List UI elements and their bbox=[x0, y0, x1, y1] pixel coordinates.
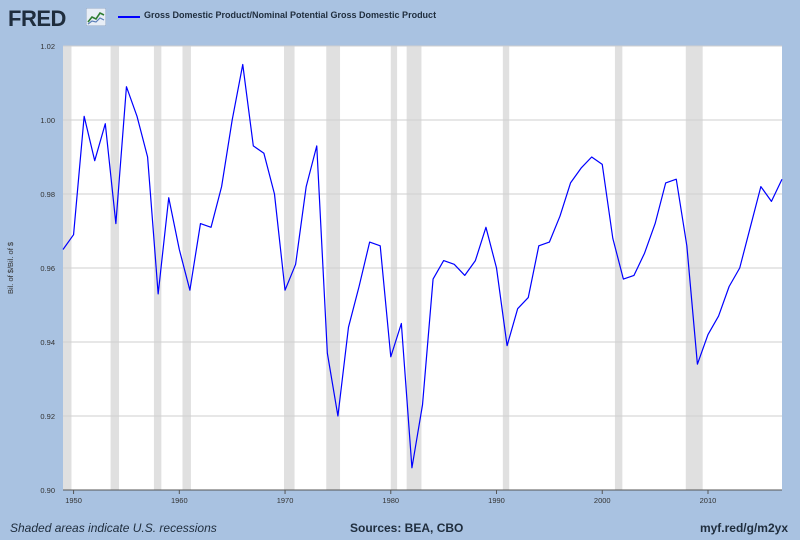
x-tick-label: 1980 bbox=[382, 496, 399, 505]
data-point[interactable] bbox=[125, 85, 128, 88]
data-point[interactable] bbox=[728, 285, 731, 288]
data-point[interactable] bbox=[104, 122, 107, 125]
data-point[interactable] bbox=[442, 259, 445, 262]
data-point[interactable] bbox=[643, 252, 646, 255]
data-point[interactable] bbox=[262, 152, 265, 155]
y-tick-label: 0.98 bbox=[40, 190, 55, 199]
data-point[interactable] bbox=[685, 244, 688, 247]
data-point[interactable] bbox=[474, 259, 477, 262]
data-point[interactable] bbox=[188, 289, 191, 292]
legend-swatch bbox=[118, 16, 140, 18]
data-point[interactable] bbox=[696, 363, 699, 366]
data-point[interactable] bbox=[199, 222, 202, 225]
data-point[interactable] bbox=[326, 352, 329, 355]
fred-logo[interactable]: FRED bbox=[8, 6, 66, 31]
data-point[interactable] bbox=[484, 226, 487, 229]
chart-header: FRED Gross Domestic Product/Nominal Pote… bbox=[0, 0, 800, 36]
x-tick-label: 1970 bbox=[277, 496, 294, 505]
chart-area: 0.90 0.92 0.94 0.96 0.98 1.00 1.02 1950 1960 1970… bbox=[0, 36, 800, 516]
data-point[interactable] bbox=[178, 248, 181, 251]
short-url-link[interactable]: myf.red/g/m2yx bbox=[699, 521, 788, 535]
data-point[interactable] bbox=[558, 215, 561, 218]
data-point[interactable] bbox=[283, 289, 286, 292]
data-point[interactable] bbox=[580, 167, 583, 170]
data-point[interactable] bbox=[61, 248, 64, 251]
y-tick-label: 1.02 bbox=[40, 42, 55, 51]
data-point[interactable] bbox=[93, 159, 96, 162]
data-point[interactable] bbox=[622, 278, 625, 281]
data-point[interactable] bbox=[654, 222, 657, 225]
data-point[interactable] bbox=[569, 181, 572, 184]
x-tick-label: 1960 bbox=[171, 496, 188, 505]
x-tick-label: 1990 bbox=[488, 496, 505, 505]
data-point[interactable] bbox=[252, 144, 255, 147]
data-point[interactable] bbox=[548, 241, 551, 244]
data-point[interactable] bbox=[611, 237, 614, 240]
data-point[interactable] bbox=[83, 115, 86, 118]
x-tick-label: 2000 bbox=[594, 496, 611, 505]
data-point[interactable] bbox=[463, 274, 466, 277]
data-point[interactable] bbox=[770, 200, 773, 203]
series-line[interactable] bbox=[62, 63, 783, 469]
data-point[interactable] bbox=[241, 63, 244, 66]
y-tick-label: 0.92 bbox=[40, 412, 55, 421]
data-point[interactable] bbox=[632, 274, 635, 277]
data-point[interactable] bbox=[495, 266, 498, 269]
line-chart[interactable]: 0.90 0.92 0.94 0.96 0.98 1.00 1.02 1950 1960 1970… bbox=[0, 36, 800, 516]
data-point[interactable] bbox=[114, 222, 117, 225]
data-point[interactable] bbox=[505, 344, 508, 347]
data-point[interactable] bbox=[706, 333, 709, 336]
data-point[interactable] bbox=[717, 315, 720, 318]
data-point[interactable] bbox=[379, 244, 382, 247]
data-point[interactable] bbox=[72, 233, 75, 236]
data-point[interactable] bbox=[167, 196, 170, 199]
legend-label: Gross Domestic Product/Nominal Potential… bbox=[144, 10, 437, 20]
data-point[interactable] bbox=[537, 244, 540, 247]
data-point[interactable] bbox=[209, 226, 212, 229]
data-point[interactable] bbox=[305, 185, 308, 188]
data-point[interactable] bbox=[146, 155, 149, 158]
y-tick-label: 0.96 bbox=[40, 264, 55, 273]
data-point[interactable] bbox=[368, 241, 371, 244]
data-point[interactable] bbox=[527, 296, 530, 299]
data-point[interactable] bbox=[664, 181, 667, 184]
data-point[interactable] bbox=[431, 278, 434, 281]
x-tick-label: 1950 bbox=[65, 496, 82, 505]
data-point[interactable] bbox=[273, 192, 276, 195]
data-point[interactable] bbox=[135, 115, 138, 118]
data-point[interactable] bbox=[400, 322, 403, 325]
data-point[interactable] bbox=[453, 263, 456, 266]
y-tick-label: 1.00 bbox=[40, 116, 55, 125]
data-point[interactable] bbox=[590, 155, 593, 158]
data-point[interactable] bbox=[421, 403, 424, 406]
data-point[interactable] bbox=[347, 326, 350, 329]
data-point[interactable] bbox=[231, 118, 234, 121]
y-tick-label: 0.90 bbox=[40, 486, 55, 495]
data-point[interactable] bbox=[749, 226, 752, 229]
data-point[interactable] bbox=[315, 144, 318, 147]
data-point[interactable] bbox=[675, 178, 678, 181]
y-tick-label: 0.94 bbox=[40, 338, 55, 347]
fred-chart-icon bbox=[86, 8, 106, 26]
y-axis-label: Bil. of $/Bil. of $ bbox=[6, 241, 15, 294]
data-point[interactable] bbox=[157, 292, 160, 295]
sources-label: Sources: BEA, CBO bbox=[350, 521, 464, 535]
data-point[interactable] bbox=[738, 266, 741, 269]
data-point[interactable] bbox=[410, 466, 413, 469]
data-point[interactable] bbox=[294, 263, 297, 266]
data-point[interactable] bbox=[516, 307, 519, 310]
data-point[interactable] bbox=[601, 163, 604, 166]
data-point[interactable] bbox=[357, 285, 360, 288]
recession-note: Shaded areas indicate U.S. recessions bbox=[10, 521, 217, 535]
data-point[interactable] bbox=[220, 185, 223, 188]
data-point[interactable] bbox=[780, 178, 783, 181]
data-point[interactable] bbox=[336, 414, 339, 417]
chart-footer: Shaded areas indicate U.S. recessions So… bbox=[0, 518, 800, 540]
data-point[interactable] bbox=[759, 185, 762, 188]
x-tick-label: 2010 bbox=[700, 496, 717, 505]
data-point[interactable] bbox=[389, 355, 392, 358]
